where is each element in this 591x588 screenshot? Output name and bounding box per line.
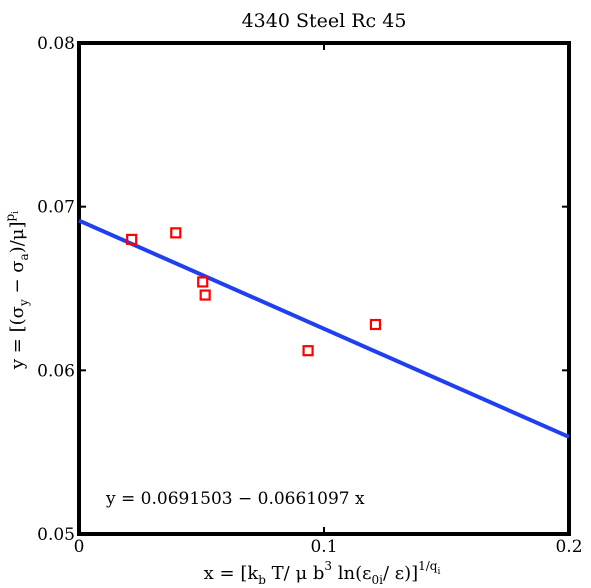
x-tick-label: 0 [74,537,85,557]
data-point [197,276,209,288]
y-tick-label: 0.07 [37,198,75,218]
data-point [199,289,211,301]
y-tick-label: 0.06 [37,361,75,381]
data-point [302,345,314,357]
fit-equation-label: y = 0.0691503 − 0.0661097 x [105,489,365,509]
plot-area: 0 0.1 0.2 0.05 0.06 0.07 0.08 [37,34,582,557]
data-point [126,233,138,245]
x-axis-label: x = [kb T/ μ b3 ln(ε0i/ ε)]1/qi [204,559,441,587]
y-tick-label: 0.08 [37,34,75,54]
data-point [369,318,382,331]
y-tick-label: 0.05 [37,525,75,545]
x-tick-label: 0.2 [555,537,582,557]
fit-line [78,218,570,439]
x-tick-label: 0.1 [310,537,337,557]
axes-frame [77,41,571,536]
data-point [170,227,182,239]
y-axis-label: y = [(σy − σa)/μ]pi [3,211,31,370]
chart-title: 4340 Steel Rc 45 [242,10,407,32]
